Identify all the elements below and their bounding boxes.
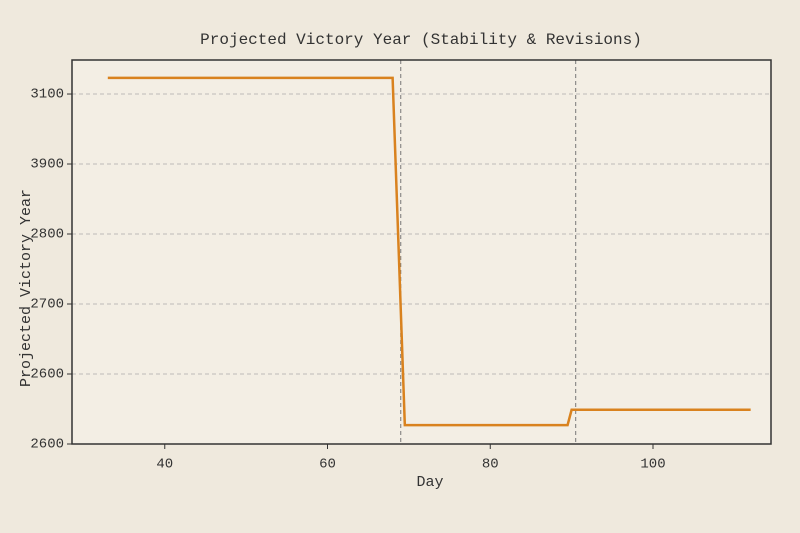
y-tick-label: 2600	[30, 437, 64, 453]
x-tick-label: 100	[640, 457, 665, 473]
y-axis-label: Projected Victory Year	[18, 189, 35, 387]
y-tick-label: 2800	[30, 227, 64, 243]
chart-title: Projected Victory Year (Stability & Revi…	[200, 31, 642, 49]
x-axis-label: Day	[416, 474, 443, 491]
y-tick-label: 2700	[30, 297, 64, 313]
x-tick-label: 60	[319, 457, 336, 473]
plot-area	[72, 60, 771, 444]
data-line	[107, 76, 751, 427]
x-tick-label: 80	[482, 457, 499, 473]
y-tick-label: 3100	[30, 87, 64, 103]
x-tick-label: 40	[156, 457, 173, 473]
y-tick-label: 3900	[30, 157, 64, 173]
y-tick-label: 2600	[30, 367, 64, 383]
plot-frame	[71, 59, 772, 445]
